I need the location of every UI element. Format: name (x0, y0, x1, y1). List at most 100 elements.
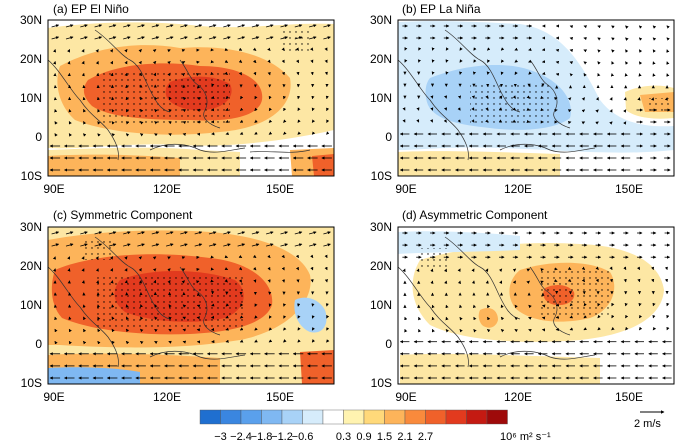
stippling (470, 85, 550, 125)
wind-vector (108, 243, 117, 247)
wind-vector (240, 95, 244, 100)
wind-vector (124, 279, 128, 284)
wind-vector (253, 266, 257, 271)
wind-vector (208, 243, 217, 247)
colorbar-box (240, 409, 262, 425)
wind-vector (280, 243, 289, 247)
wind-vector (83, 328, 87, 333)
wind-vector (597, 326, 601, 331)
wind-vector (97, 121, 101, 125)
wind-vector (237, 24, 246, 28)
wind-vector (281, 266, 285, 271)
wind-vector (167, 61, 171, 65)
wind-vector (514, 316, 518, 321)
lat-tick: 20N (370, 259, 392, 273)
wind-vector (180, 36, 188, 40)
wind-vector (223, 24, 231, 28)
colorbar-box (343, 409, 365, 425)
wind-vector (108, 24, 117, 28)
lon-tick: 120E (153, 182, 181, 196)
wind-vector (283, 131, 287, 135)
wind-vector (611, 326, 615, 331)
wind-vector (281, 254, 285, 259)
panel-c-frame (47, 226, 335, 385)
wind-vector (95, 60, 99, 65)
wind-vector (267, 279, 271, 283)
wind-vector (181, 72, 185, 77)
wind-vector (111, 121, 115, 125)
wind-vector (297, 119, 301, 123)
wind-vector (268, 303, 272, 307)
wind-vector (297, 315, 301, 319)
lon-tick: 150E (615, 182, 643, 196)
wind-vector (124, 72, 128, 77)
wind-vector (512, 107, 517, 111)
wind-vector (168, 340, 172, 344)
wind-vector (224, 279, 228, 283)
wind-vector (310, 47, 314, 51)
wind-vector (326, 315, 330, 319)
wind-vector (267, 254, 271, 259)
wind-vector (180, 24, 188, 28)
wind-vector (140, 304, 144, 308)
panel-c-title: (c) Symmetric Component (53, 208, 193, 222)
wind-vector (484, 119, 489, 123)
wind-vector (223, 243, 231, 247)
wind-vector (526, 95, 530, 99)
wind-vector (567, 278, 572, 283)
wind-vector (140, 121, 144, 125)
wind-vector (295, 47, 299, 51)
colorbar-box (445, 409, 467, 425)
lon-tick: 120E (504, 182, 532, 196)
wind-vector (67, 256, 71, 260)
wind-vector (324, 254, 328, 259)
wind-vector (80, 243, 88, 247)
colorbar-tick-label: 2.1 (397, 431, 412, 443)
wind-vector (195, 73, 200, 77)
wind-vector (326, 119, 330, 123)
stippling (420, 248, 450, 268)
wind-vector (268, 315, 272, 319)
wind-vector (111, 328, 115, 333)
wind-vector (583, 315, 587, 319)
wind-vector (311, 315, 315, 319)
wind-vector (297, 107, 301, 112)
colorbar-tick-label: 2.7 (418, 431, 433, 443)
lat-tick: 0 (385, 337, 392, 351)
wind-vector (265, 24, 274, 28)
wind-vector (283, 339, 287, 343)
wind-vector (208, 231, 217, 235)
wind-vector (283, 327, 287, 331)
wind-vector (210, 279, 214, 283)
wind-vector (124, 48, 128, 53)
wind-vector (254, 315, 258, 319)
wind-vector (167, 49, 171, 53)
wind-vector (196, 97, 201, 101)
wind-vector (239, 339, 244, 343)
wind-vector (111, 133, 115, 137)
wind-vector (138, 60, 142, 65)
wind-vector (265, 231, 274, 235)
wind-vector (125, 340, 130, 345)
lon-tick: 90E (43, 390, 64, 404)
colorbar-box (486, 409, 508, 425)
wind-vector (165, 243, 174, 247)
wind-vector (124, 60, 128, 65)
wind-vector (211, 95, 215, 99)
panel-c: (c) Symmetric Component (47, 208, 335, 385)
wind-vector (81, 49, 85, 53)
wind-vector (268, 339, 273, 343)
wind-vector (223, 231, 231, 235)
wind-vector (294, 24, 303, 28)
wind-vector (252, 254, 257, 259)
wind-vector (165, 24, 174, 28)
wind-vector (125, 304, 129, 308)
lat-tick: 10N (370, 91, 392, 105)
wind-vector (326, 339, 330, 343)
wind-vector (94, 243, 103, 247)
colorbar-box (466, 409, 488, 425)
wind-vector (168, 316, 172, 320)
wind-vector (224, 255, 229, 259)
wind-vector (512, 280, 516, 285)
